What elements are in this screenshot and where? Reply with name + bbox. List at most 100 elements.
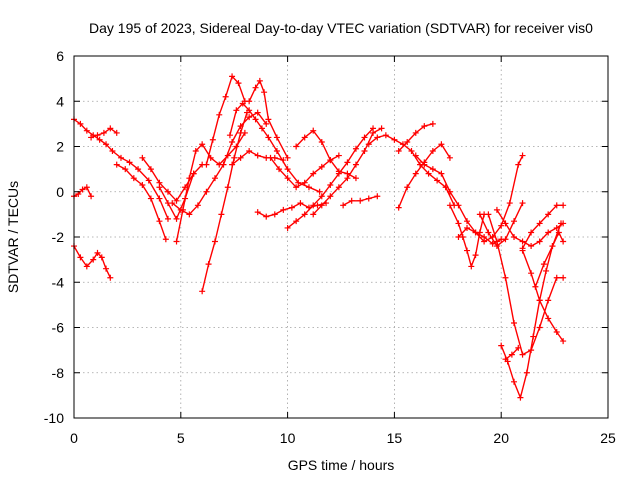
y-axis-label: SDTVAR / TECUs: [5, 181, 21, 293]
data-point: [545, 211, 552, 218]
data-point: [246, 107, 253, 114]
data-point: [147, 166, 154, 173]
data-point: [365, 141, 372, 148]
data-point: [438, 141, 445, 148]
data-point: [519, 245, 526, 252]
data-point: [361, 148, 368, 155]
data-point: [327, 181, 334, 188]
data-point: [532, 283, 539, 290]
data-point: [481, 238, 488, 245]
data-point: [156, 184, 163, 191]
series-28: [485, 211, 567, 358]
data-point: [446, 154, 453, 161]
data-point: [284, 175, 291, 182]
data-point: [145, 177, 152, 184]
series-line: [496, 209, 564, 247]
y-tick-label: -4: [52, 274, 65, 290]
data-point: [464, 224, 471, 231]
data-point: [310, 202, 317, 209]
data-point: [194, 202, 201, 209]
data-point: [90, 256, 97, 263]
series-31: [502, 344, 522, 363]
data-point: [252, 116, 259, 123]
data-point: [83, 184, 90, 191]
data-point: [177, 206, 184, 213]
data-point: [493, 206, 500, 213]
y-tick-label: -8: [52, 365, 65, 381]
data-point: [429, 120, 436, 127]
y-tick-label: 4: [56, 93, 64, 109]
data-point: [284, 224, 291, 231]
y-tick-label: 6: [56, 48, 64, 64]
data-point: [103, 265, 110, 272]
data-point: [493, 238, 500, 245]
series-30: [498, 229, 567, 401]
data-point: [327, 193, 334, 200]
data-point: [263, 213, 270, 220]
data-point: [122, 166, 129, 173]
data-point: [536, 220, 543, 227]
data-point: [205, 261, 212, 268]
data-point: [318, 163, 325, 170]
data-point: [288, 204, 295, 211]
data-point: [316, 188, 323, 195]
data-point: [229, 138, 236, 145]
data-point: [335, 152, 342, 159]
data-point: [301, 211, 308, 218]
data-point: [117, 154, 124, 161]
data-point: [472, 252, 479, 259]
x-axis-label: GPS time / hours: [288, 457, 395, 473]
data-point: [77, 254, 84, 261]
data-point: [502, 236, 509, 243]
data-point: [318, 202, 325, 209]
data-point: [199, 141, 206, 148]
data-point: [256, 77, 263, 84]
data-point: [186, 211, 193, 218]
data-point: [498, 342, 505, 349]
data-point: [485, 211, 492, 218]
data-point: [297, 200, 304, 207]
x-tick-label: 15: [387, 430, 403, 446]
data-point: [139, 154, 146, 161]
series-12: [226, 100, 323, 195]
series-line: [175, 132, 246, 243]
data-point: [293, 184, 300, 191]
series-10: [199, 109, 251, 295]
data-point: [280, 157, 287, 164]
data-point: [540, 261, 547, 268]
series-23: [395, 141, 453, 211]
data-point: [361, 134, 368, 141]
data-point: [536, 324, 543, 331]
data-point: [553, 202, 560, 209]
data-point: [211, 175, 218, 182]
data-point: [404, 138, 411, 145]
series-29: [493, 206, 567, 250]
series-line: [73, 245, 112, 279]
data-point: [113, 161, 120, 168]
data-point: [235, 80, 242, 87]
chart-title: Day 195 of 2023, Sidereal Day-to-day VTE…: [89, 20, 593, 36]
y-tick-label: 2: [56, 139, 64, 155]
data-point: [357, 197, 364, 204]
data-series: [71, 73, 567, 401]
data-point: [560, 338, 567, 345]
data-point: [77, 120, 84, 127]
series-20: [340, 193, 381, 209]
series-13: [246, 77, 291, 161]
data-point: [229, 161, 236, 168]
data-point: [455, 220, 462, 227]
data-point: [246, 148, 253, 155]
data-point: [94, 132, 101, 139]
x-tick-label: 10: [280, 430, 296, 446]
data-point: [113, 129, 120, 136]
data-point: [352, 175, 359, 182]
series-line: [286, 127, 374, 229]
data-point: [265, 116, 272, 123]
data-point: [348, 197, 355, 204]
data-point: [318, 138, 325, 145]
data-point: [263, 120, 270, 127]
data-point: [254, 152, 261, 159]
data-point: [273, 148, 280, 155]
x-tick-label: 25: [600, 430, 616, 446]
